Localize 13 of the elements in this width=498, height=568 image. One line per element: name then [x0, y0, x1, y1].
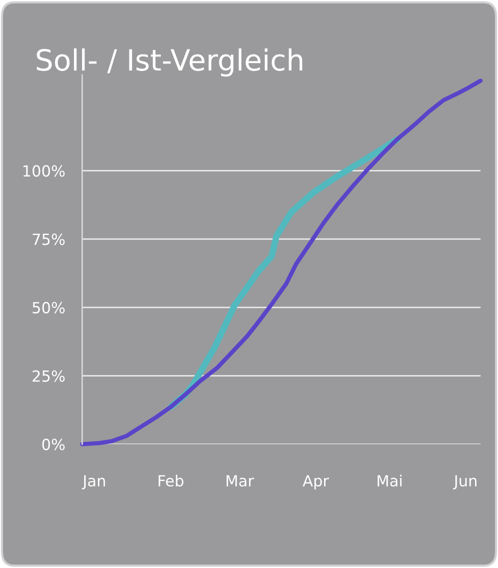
- x-tick-label: Mai: [378, 474, 402, 487]
- x-tick-label: Feb: [158, 474, 184, 487]
- chart-title: Soll- / Ist-Vergleich: [36, 48, 302, 77]
- x-tick-label: Apr: [302, 475, 330, 490]
- line-series: [80, 78, 483, 446]
- y-tick-label: 0%: [42, 438, 65, 450]
- x-tick-label: Jan: [82, 475, 105, 490]
- y-tick-label: 100%: [24, 165, 65, 177]
- y-tick-label: 25%: [32, 370, 65, 382]
- x-tick-label: Mar: [226, 475, 254, 487]
- y-tick-label: 75%: [32, 234, 65, 246]
- y-tick-label: 50%: [32, 302, 65, 314]
- x-tick-label: Jun: [453, 475, 476, 490]
